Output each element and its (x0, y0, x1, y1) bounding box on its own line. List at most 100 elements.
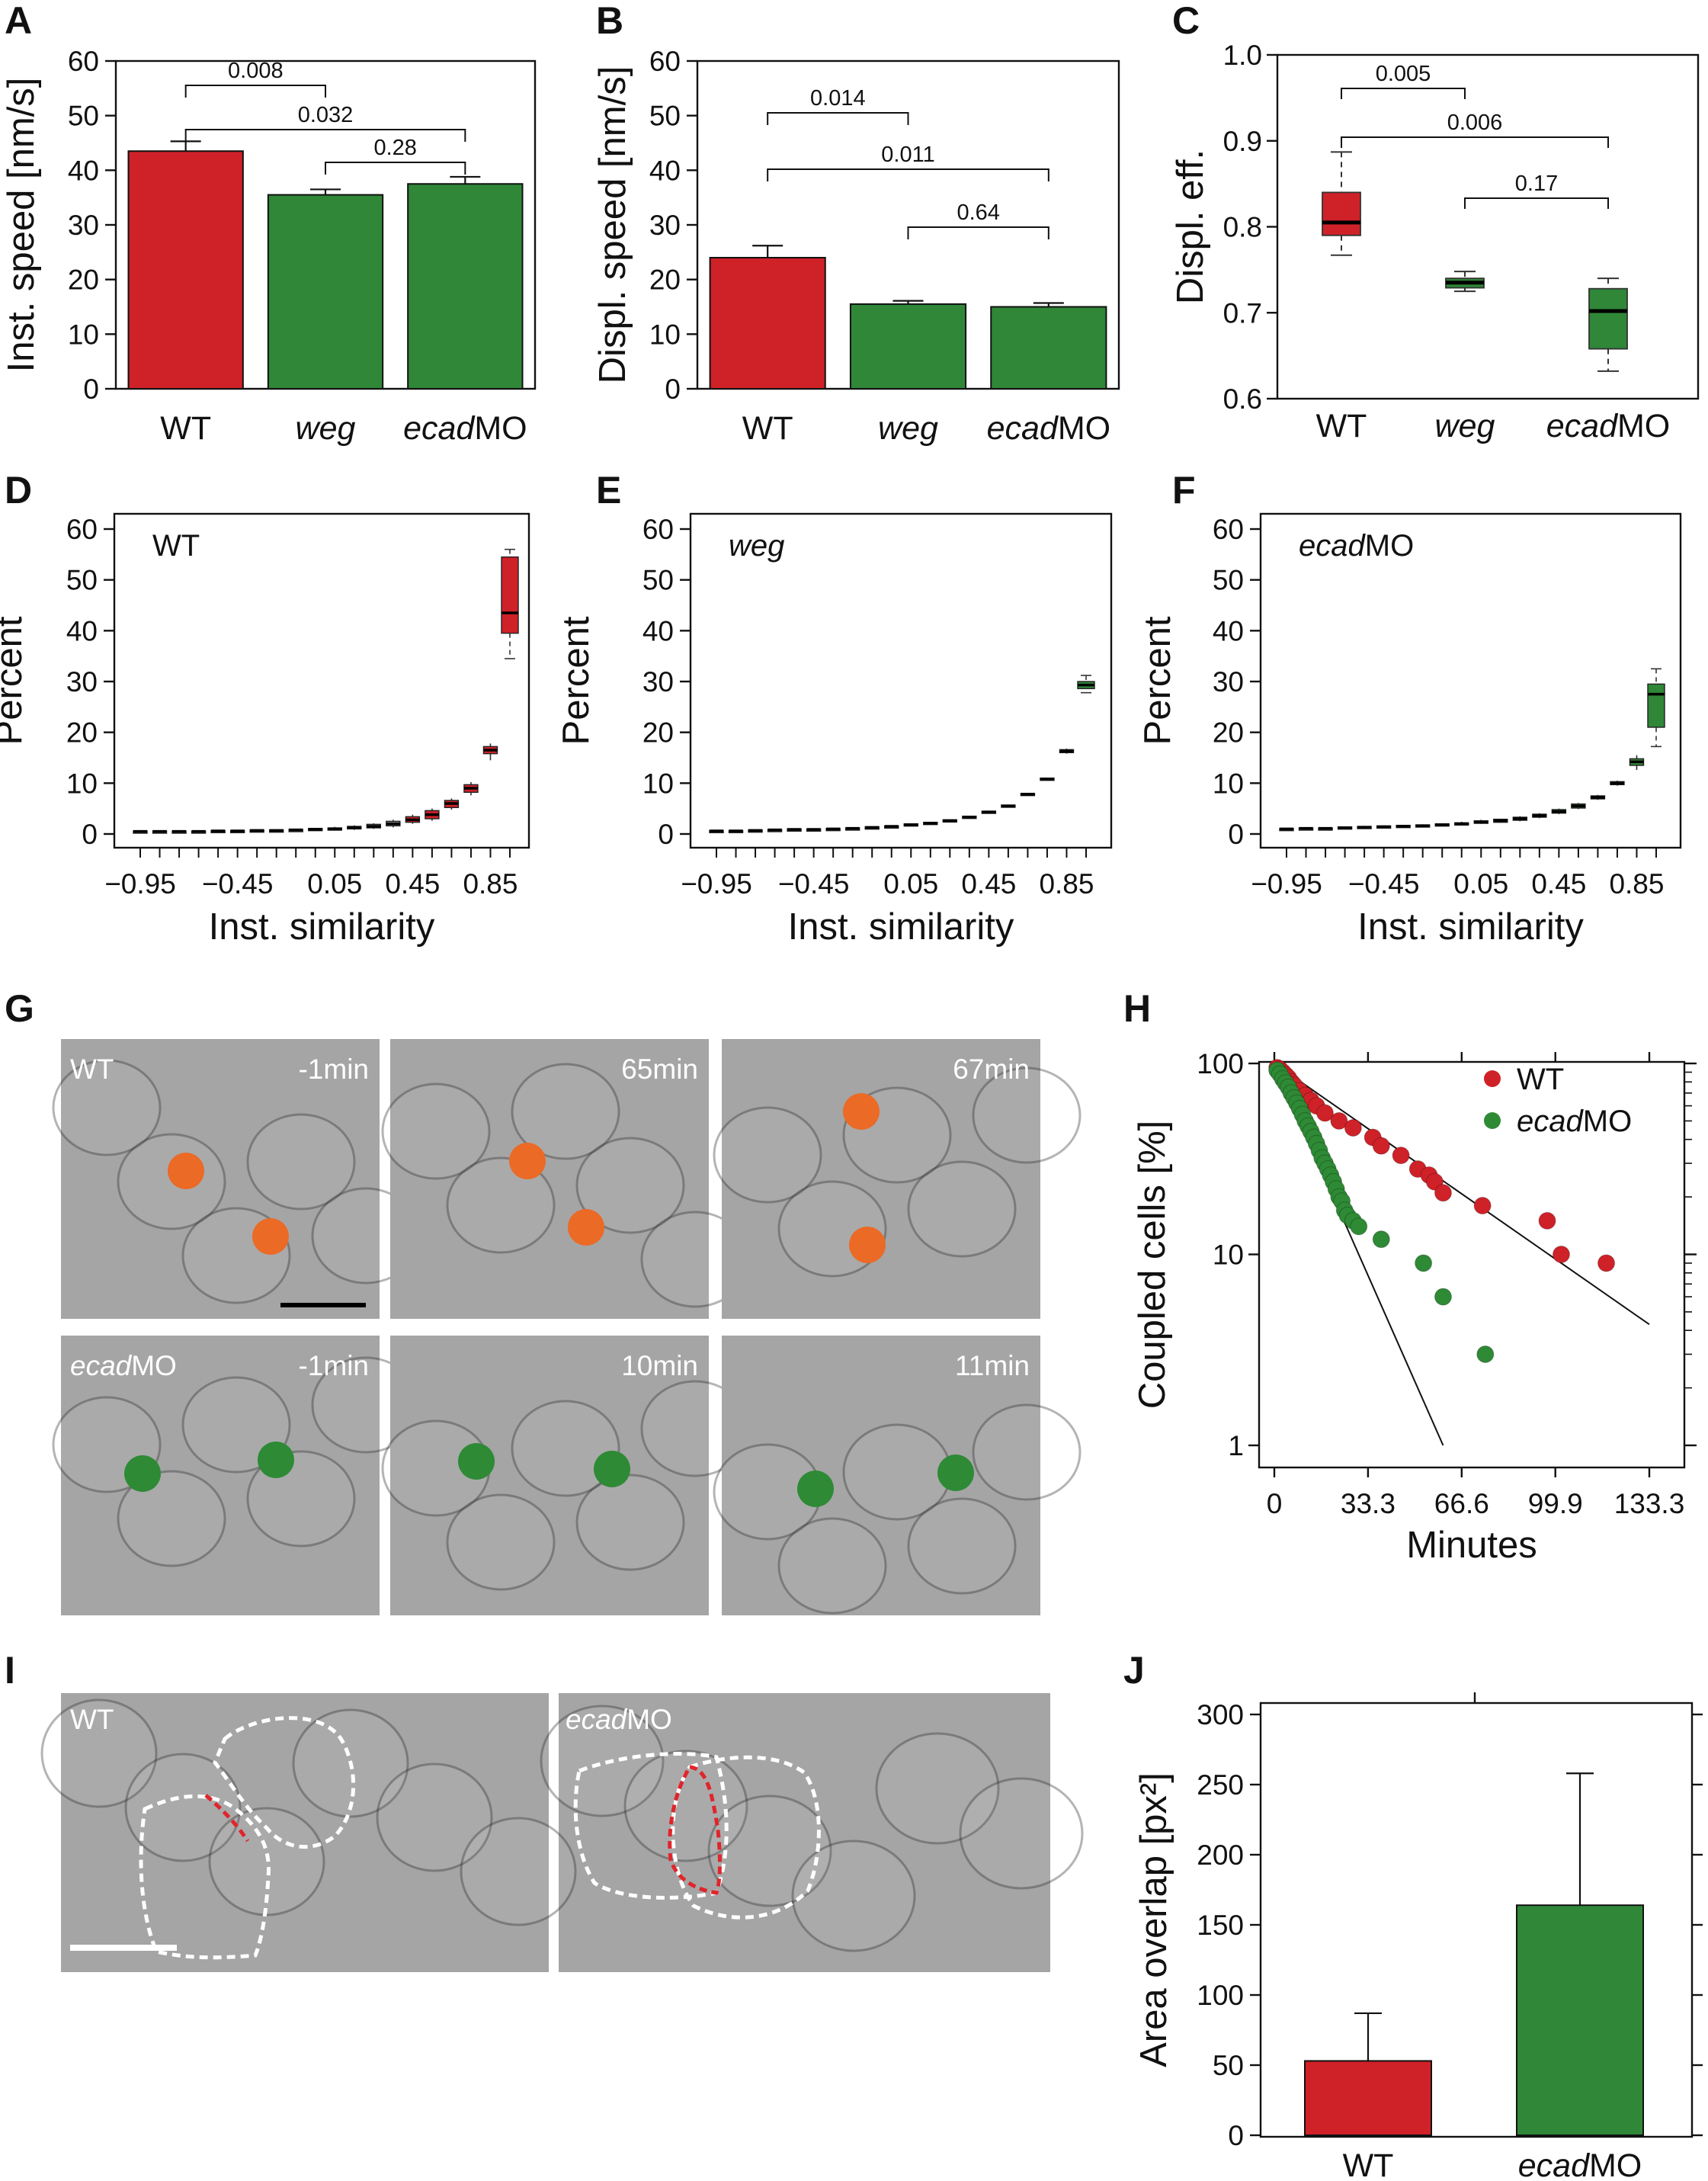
significance-bracket (1341, 136, 1609, 148)
timepoint-label: -1min (298, 1350, 369, 1381)
overlap-boundary-outline (204, 1794, 250, 1843)
y-tick-label: 50 (649, 101, 681, 132)
micrograph-tile (61, 1039, 380, 1319)
y-tick-label: 40 (649, 155, 681, 186)
row-label-italic: ecad (70, 1350, 133, 1381)
cell-boundary-outline (139, 1794, 271, 1960)
inset-group-label: ecadMO (1299, 529, 1414, 563)
y-axis-label: Coupled cells [%] (1132, 1121, 1173, 1410)
timepoint-label: 10min (621, 1350, 698, 1381)
y-axis-label: Area overlap [px²] (1133, 1772, 1174, 2067)
row-label-wt: WT (70, 1054, 114, 1085)
y-tick-label: 0.8 (1223, 212, 1262, 243)
box-plot-displ-eff: 0.6 0.7 0.8 0.9 1.0 Displ. eff. WT weg ecadMO 0.0… (1170, 40, 1700, 444)
x-tick-label: 0.05 (1453, 868, 1508, 900)
y-tick-label: 60 (66, 514, 98, 545)
inset-rest: MO (1365, 529, 1414, 563)
significance-bracket (1464, 197, 1609, 209)
x-category-label: weg (296, 410, 356, 447)
data-point-ecadmo (1434, 1288, 1452, 1306)
y-tick-label: 0 (82, 819, 98, 850)
image-label-italic: ecad (566, 1704, 628, 1735)
cell-outline (446, 1156, 556, 1254)
data-point-wt (1597, 1254, 1616, 1272)
y-axis-label: Percent (1137, 616, 1178, 745)
significance-bracket (184, 85, 326, 98)
y-tick-label: 60 (643, 514, 674, 545)
p-value-label: 0.006 (1447, 111, 1503, 135)
cell-outline (575, 1474, 685, 1571)
x-tick-label: 0.85 (1039, 868, 1094, 900)
y-tick-label: 40 (1213, 615, 1244, 646)
cell-outline (907, 1160, 1017, 1258)
y-tick-label: 0.9 (1223, 126, 1262, 157)
x-axis-label: Inst. similarity (1357, 906, 1584, 948)
y-tick-label: 20 (643, 717, 674, 749)
fit-line-wt (1274, 1063, 1650, 1326)
y-axis-label: Percent (556, 616, 597, 745)
micrograph-tile (390, 1336, 709, 1615)
image-label-ecadmo: ecadMO (566, 1704, 672, 1735)
data-point-ecadmo (1415, 1254, 1433, 1272)
bar-ecadmo (1516, 1904, 1644, 2136)
plot-frame (1259, 512, 1682, 849)
y-tick-label: 10 (1213, 768, 1244, 799)
legend-marker-ecadmo (1484, 1112, 1501, 1129)
y-tick-label: 200 (1197, 1839, 1244, 1871)
inset-italic: weg (729, 529, 784, 563)
cell-outline (575, 1137, 685, 1234)
data-point-wt (1330, 1111, 1348, 1130)
y-tick-label: 0 (665, 374, 681, 405)
p-value-label: 0.008 (228, 59, 284, 83)
significance-bracket (325, 162, 466, 175)
tracked-cell-marker (252, 1218, 289, 1255)
box (1647, 683, 1665, 728)
cell-boundary-outline (213, 1716, 355, 1849)
x-category-label-italic: ecad (403, 410, 476, 447)
x-category-label: WT (1343, 2147, 1394, 2181)
y-tick-label: 10 (66, 768, 98, 799)
cell-outline (540, 1705, 665, 1817)
bar-chart-displ-speed: 0 10 20 30 40 50 60 Displ. speed [nm/s] WT weg eca… (592, 46, 1120, 447)
y-tick-label: 60 (1213, 514, 1244, 545)
data-point-ecadmo (1372, 1230, 1390, 1249)
bar-chart-inst-speed: 0 10 20 30 40 50 60 Inst. speed [nm/s] WT weg ecad… (1, 46, 537, 447)
significance-bracket (767, 168, 1049, 181)
y-tick-label: 0 (83, 374, 99, 405)
cell-outline (791, 1839, 916, 1952)
bar-ecadmo (407, 183, 524, 390)
cell-outline (875, 1732, 1000, 1845)
box (501, 556, 519, 634)
y-tick-label: 60 (68, 46, 99, 77)
y-tick-label: 40 (68, 155, 99, 186)
cell-outline (460, 1817, 577, 1926)
cell-outline (959, 1777, 1084, 1890)
cell-outline (907, 1497, 1017, 1595)
x-axis-label: Inst. similarity (209, 906, 435, 948)
p-value-label: 0.64 (957, 200, 999, 225)
tracked-cell-marker (594, 1451, 630, 1487)
y-tick-label: 30 (649, 210, 681, 241)
x-tick-label: 133.3 (1614, 1488, 1685, 1519)
data-point-wt (1473, 1197, 1492, 1215)
cell-outline (972, 1066, 1082, 1164)
cell-boundary-outline (671, 1755, 821, 1920)
data-point-ecadmo (1476, 1345, 1495, 1363)
y-tick-label: 250 (1197, 1769, 1244, 1801)
cell-outline (511, 1400, 620, 1497)
micrograph-tile (722, 1039, 1040, 1319)
y-tick-label: 150 (1197, 1910, 1244, 1941)
y-tick-label: 30 (643, 666, 674, 698)
bar-chart-area-overlap: 0 50 100 150 200 250 300 Area overlap [px²] WT ec… (1133, 1692, 1703, 2181)
micrograph-tile (61, 1336, 380, 1615)
row-label-ecadmo: ecadMO (70, 1350, 177, 1381)
x-axis-label: Inst. similarity (788, 906, 1014, 948)
x-category-label: weg (878, 410, 938, 447)
x-category-label-italic: ecad (1546, 408, 1619, 444)
tracked-cell-marker (849, 1227, 886, 1263)
cell-outline (381, 1082, 491, 1180)
bar-wt (709, 257, 826, 390)
timepoint-label: 67min (953, 1054, 1030, 1085)
x-category-label-rest: MO (1589, 2147, 1642, 2181)
y-tick-label: 1.0 (1223, 40, 1262, 71)
